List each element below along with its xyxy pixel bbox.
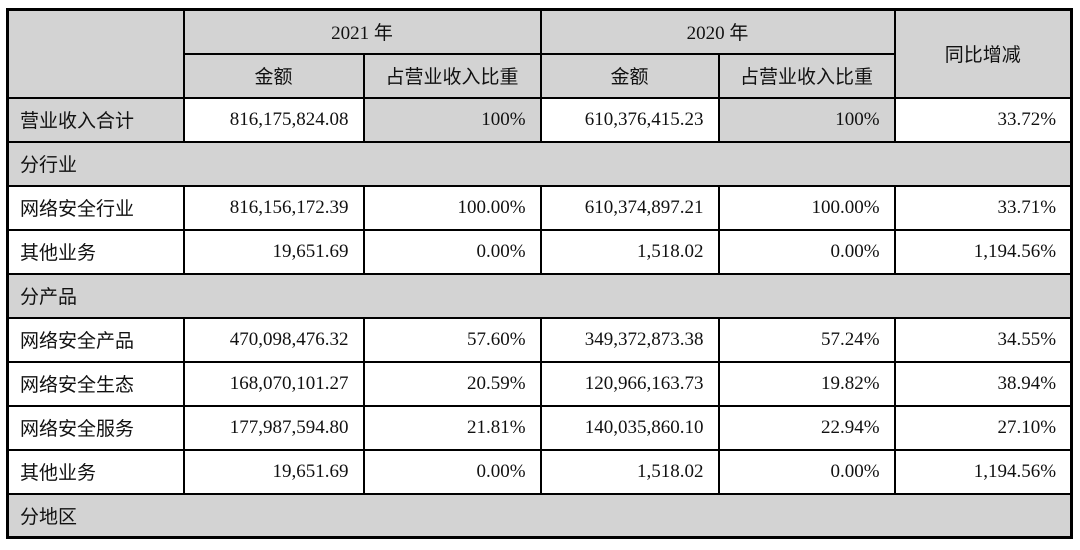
yoy-cell: 1,194.56% xyxy=(893,228,1073,275)
header-amount-2020: 金额 xyxy=(539,52,720,99)
row-label: 网络安全服务 xyxy=(6,404,185,451)
share-2021-cell: 0.00% xyxy=(362,448,542,495)
amount-2021-cell: 470,098,476.32 xyxy=(182,316,365,363)
header-amount-2021: 金额 xyxy=(182,52,365,99)
yoy-cell: 27.10% xyxy=(893,404,1073,451)
amount-2020-cell: 120,966,163.73 xyxy=(539,360,720,407)
amount-2020-cell: 1,518.02 xyxy=(539,448,720,495)
data-row: 网络安全产品 470,098,476.32 57.60% 349,372,873.38… xyxy=(6,316,1073,363)
header-row-years: 2021 年 2020 年 同比增减 xyxy=(6,8,1073,99)
amount-2021-cell: 168,070,101.27 xyxy=(182,360,365,407)
data-row: 网络安全行业 816,156,172.39 100.00% 610,374,897.2… xyxy=(6,184,1073,231)
share-2020-cell: 57.24% xyxy=(717,316,896,363)
share-2020-cell: 22.94% xyxy=(717,404,896,451)
amount-2021-cell: 816,156,172.39 xyxy=(182,184,365,231)
amount-2021-cell: 19,651.69 xyxy=(182,228,365,275)
yoy-cell: 33.72% xyxy=(893,96,1073,143)
row-label: 营业收入合计 xyxy=(6,96,185,143)
yoy-cell: 33.71% xyxy=(893,184,1073,231)
data-row: 其他业务 19,651.69 0.00% 1,518.02 0.00% 1,194.56% xyxy=(6,448,1073,495)
data-row: 网络安全生态 168,070,101.27 20.59% 120,966,163.73… xyxy=(6,360,1073,407)
section-label: 分行业 xyxy=(6,140,1073,187)
corner-cell xyxy=(6,8,185,99)
header-yoy-change: 同比增减 xyxy=(893,8,1073,99)
section-row: 分产品 xyxy=(6,272,1073,319)
revenue-breakdown-table: 2021 年 2020 年 同比增减 金额 占营业收入比重 金额 占营业收入比重… xyxy=(6,8,1074,539)
share-2021-cell: 20.59% xyxy=(362,360,542,407)
yoy-cell: 38.94% xyxy=(893,360,1073,407)
amount-2020-cell: 610,376,415.23 xyxy=(539,96,720,143)
row-label: 网络安全行业 xyxy=(6,184,185,231)
share-2020-cell: 0.00% xyxy=(717,448,896,495)
table-header: 2021 年 2020 年 同比增减 金额 占营业收入比重 金额 占营业收入比重 xyxy=(6,8,1073,99)
row-label: 网络安全产品 xyxy=(6,316,185,363)
share-2021-cell: 100% xyxy=(362,96,542,143)
amount-2021-cell: 816,175,824.08 xyxy=(182,96,365,143)
section-row: 分地区 xyxy=(6,492,1073,539)
data-row: 其他业务 19,651.69 0.00% 1,518.02 0.00% 1,194.56% xyxy=(6,228,1073,275)
amount-2021-cell: 177,987,594.80 xyxy=(182,404,365,451)
header-year-2021: 2021 年 xyxy=(182,8,542,55)
amount-2020-cell: 1,518.02 xyxy=(539,228,720,275)
amount-2021-cell: 19,651.69 xyxy=(182,448,365,495)
section-label: 分产品 xyxy=(6,272,1073,319)
amount-2020-cell: 349,372,873.38 xyxy=(539,316,720,363)
share-2020-cell: 100% xyxy=(717,96,896,143)
share-2021-cell: 21.81% xyxy=(362,404,542,451)
yoy-cell: 34.55% xyxy=(893,316,1073,363)
amount-2020-cell: 610,374,897.21 xyxy=(539,184,720,231)
row-label: 其他业务 xyxy=(6,448,185,495)
data-row: 营业收入合计 816,175,824.08 100% 610,376,415.23 10… xyxy=(6,96,1073,143)
header-year-2020: 2020 年 xyxy=(539,8,896,55)
section-row: 分行业 xyxy=(6,140,1073,187)
header-share-2021: 占营业收入比重 xyxy=(362,52,542,99)
row-label: 其他业务 xyxy=(6,228,185,275)
share-2021-cell: 57.60% xyxy=(362,316,542,363)
share-2020-cell: 19.82% xyxy=(717,360,896,407)
amount-2020-cell: 140,035,860.10 xyxy=(539,404,720,451)
header-share-2020: 占营业收入比重 xyxy=(717,52,896,99)
row-label: 网络安全生态 xyxy=(6,360,185,407)
share-2021-cell: 100.00% xyxy=(362,184,542,231)
data-row: 网络安全服务 177,987,594.80 21.81% 140,035,860.10… xyxy=(6,404,1073,451)
table-body: 营业收入合计 816,175,824.08 100% 610,376,415.23 10… xyxy=(6,96,1073,539)
share-2020-cell: 100.00% xyxy=(717,184,896,231)
header-row-measures: 金额 占营业收入比重 金额 占营业收入比重 xyxy=(8,52,1072,99)
section-label: 分地区 xyxy=(6,492,1073,539)
yoy-cell: 1,194.56% xyxy=(893,448,1073,495)
share-2021-cell: 0.00% xyxy=(362,228,542,275)
share-2020-cell: 0.00% xyxy=(717,228,896,275)
